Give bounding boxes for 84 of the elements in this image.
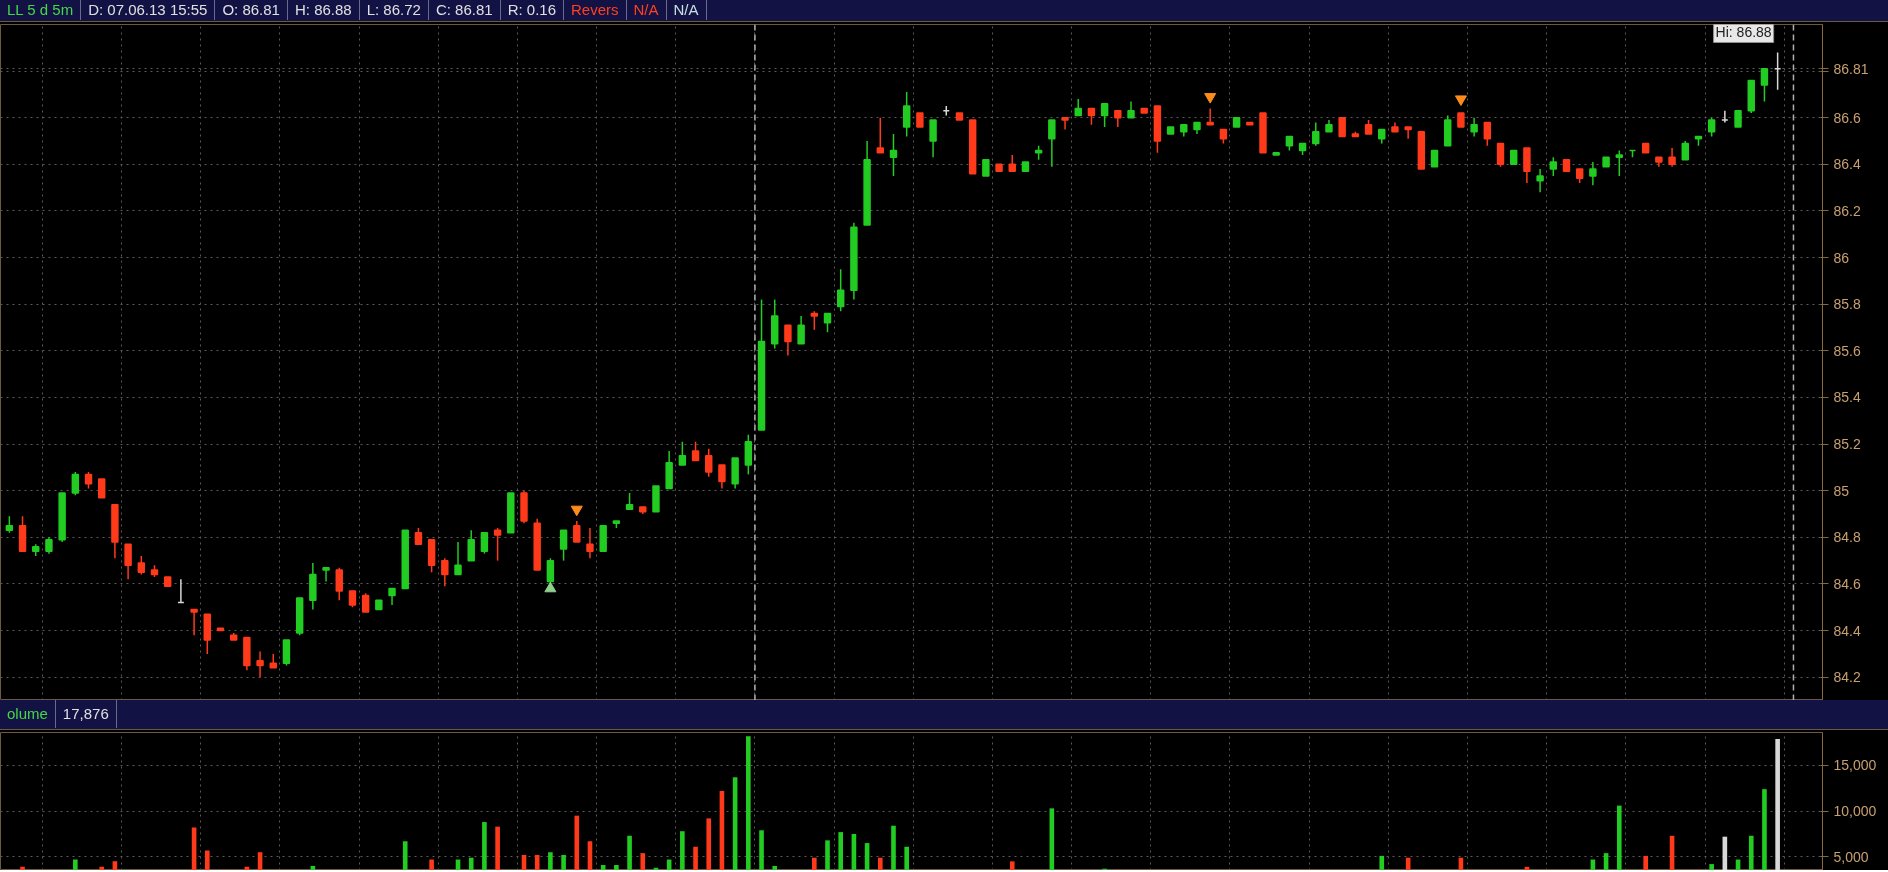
candlestick <box>1615 149 1623 177</box>
candlestick <box>1483 121 1492 147</box>
point <box>1454 95 1467 106</box>
candlestick <box>467 529 475 562</box>
text: N/A <box>626 0 667 20</box>
y-tick-label: 85.8 <box>1833 296 1861 313</box>
candlestick <box>744 434 753 476</box>
point <box>1204 93 1217 104</box>
candlestick <box>1707 116 1716 138</box>
candlestick <box>718 464 726 490</box>
candlestick <box>1523 147 1531 184</box>
text: D: 07.06.13 15:55 <box>81 0 216 20</box>
y-tick-label: 86 <box>1833 249 1850 266</box>
chart-title: LL 5 d 5m <box>0 0 82 20</box>
text: L: 86.72 <box>359 0 429 20</box>
text: C: 86.81 <box>428 0 501 20</box>
chart-title: olume <box>0 700 56 728</box>
candlestick <box>1681 140 1689 161</box>
candlestick <box>1470 116 1478 138</box>
candlestick <box>361 592 370 613</box>
candlestick <box>441 557 449 588</box>
candlestick <box>1536 168 1544 194</box>
candlestick <box>876 116 885 154</box>
candlestick <box>454 541 462 576</box>
y-tick-label: 85.4 <box>1833 389 1861 406</box>
y-tick-label: 10,000 <box>1833 803 1877 820</box>
y-tick-label: 84.2 <box>1833 669 1861 686</box>
y-tick-label: 15,000 <box>1833 757 1877 774</box>
candlestick <box>784 324 792 357</box>
candlestick <box>1206 107 1214 126</box>
candlestick <box>282 639 291 667</box>
candlestick <box>480 531 489 555</box>
y-tick-label: 86.81 <box>1833 60 1869 77</box>
candlestick <box>797 315 805 345</box>
candlestick <box>559 529 568 562</box>
candlestick <box>1404 126 1412 140</box>
candlestick <box>137 555 146 576</box>
candlestick <box>1100 103 1109 128</box>
y-tick-label: 84.6 <box>1833 575 1861 592</box>
text: R: 0.16 <box>500 0 564 20</box>
candlestick <box>889 133 898 177</box>
y-tick-label: 5,000 <box>1833 848 1869 865</box>
candlestick <box>705 448 713 478</box>
candlestick <box>810 310 819 331</box>
candlestick <box>586 527 594 560</box>
y-tick-label: 86.4 <box>1833 156 1861 173</box>
annotation: Hi: 86.88 <box>1715 24 1772 41</box>
candlestick <box>124 543 132 581</box>
text: Revers <box>564 0 627 20</box>
candlestick <box>98 478 106 499</box>
candlestick <box>1312 121 1320 147</box>
candlestick <box>678 441 687 466</box>
candlestick <box>493 527 502 562</box>
candlestick <box>1668 147 1676 168</box>
candlestick <box>1760 68 1769 103</box>
candlestick <box>691 441 700 462</box>
text: O: 86.81 <box>215 0 288 20</box>
candlestick <box>902 91 911 138</box>
candlestick <box>929 119 937 159</box>
candlestick <box>1338 116 1346 138</box>
candlestick <box>335 566 343 602</box>
candlestick <box>823 312 832 333</box>
candlestick <box>71 471 80 497</box>
candlestick <box>836 268 845 312</box>
y-tick-label: 86.6 <box>1833 109 1861 126</box>
y-tick-label: 86.2 <box>1833 202 1861 219</box>
candlestick <box>190 608 198 636</box>
y-tick-label: 85.2 <box>1833 436 1861 453</box>
text: 17,876 <box>55 700 117 728</box>
point <box>544 581 557 593</box>
candlestick <box>1589 161 1597 187</box>
text: H: 86.88 <box>287 0 360 20</box>
candlestick <box>1048 119 1056 168</box>
y-tick-label: 85.6 <box>1833 342 1861 359</box>
y-tick-label: 84.4 <box>1833 622 1861 639</box>
candlestick <box>1549 156 1558 177</box>
candlestick <box>1496 142 1505 168</box>
candlestick <box>1061 116 1069 131</box>
y-tick-label: 84.8 <box>1833 529 1861 546</box>
y-tick-label: 85 <box>1833 482 1850 499</box>
text: N/A <box>666 0 707 20</box>
candlestick <box>322 566 330 583</box>
candlestick <box>573 520 581 543</box>
candlestick <box>256 650 264 678</box>
